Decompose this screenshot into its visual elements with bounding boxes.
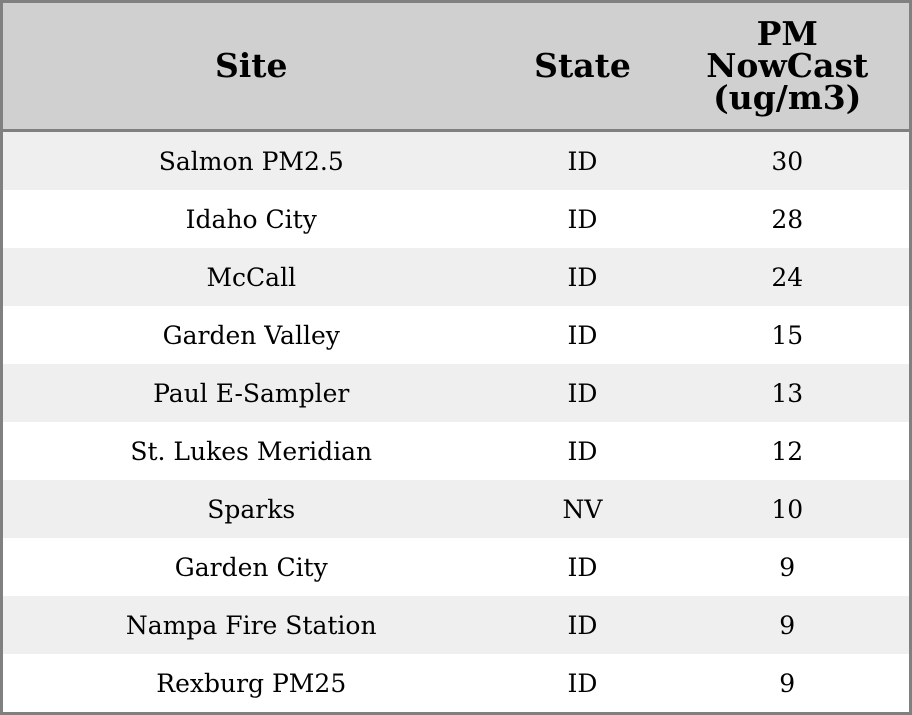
table-row: Paul E-Sampler ID 13 [1,364,911,422]
header-state: State [499,1,666,132]
table-row: McCall ID 24 [1,248,911,306]
cell-state: ID [499,364,666,422]
table-row: Salmon PM2.5 ID 30 [1,130,911,190]
table-row: Sparks NV 10 [1,480,911,538]
cell-site: St. Lukes Meridian [1,422,500,480]
cell-site: McCall [1,248,500,306]
table-row: St. Lukes Meridian ID 12 [1,422,911,480]
table-row: Garden City ID 9 [1,538,911,596]
cell-state: NV [499,480,666,538]
header-row: Site State PM NowCast (ug/m3) [1,1,911,132]
table-row: Garden Valley ID 15 [1,306,911,364]
cell-site: Garden City [1,538,500,596]
cell-state: ID [499,306,666,364]
cell-pm: 13 [665,364,911,422]
cell-pm: 10 [665,480,911,538]
cell-pm: 9 [665,654,911,714]
table-row: Nampa Fire Station ID 9 [1,596,911,654]
cell-state: ID [499,130,666,190]
table-row: Rexburg PM25 ID 9 [1,654,911,714]
cell-pm: 12 [665,422,911,480]
cell-state: ID [499,538,666,596]
cell-pm: 9 [665,538,911,596]
table-row: Idaho City ID 28 [1,190,911,248]
header-pm-line: PM [756,14,818,53]
header-pm: PM NowCast (ug/m3) [665,1,911,132]
cell-state: ID [499,596,666,654]
cell-site: Garden Valley [1,306,500,364]
cell-site: Sparks [1,480,500,538]
header-site: Site [1,1,500,132]
cell-pm: 24 [665,248,911,306]
cell-site: Rexburg PM25 [1,654,500,714]
cell-pm: 28 [665,190,911,248]
header-pm-line: NowCast [706,46,869,85]
cell-pm: 30 [665,130,911,190]
cell-pm: 15 [665,306,911,364]
cell-site: Nampa Fire Station [1,596,500,654]
header-pm-line: (ug/m3) [713,78,862,117]
cell-site: Paul E-Sampler [1,364,500,422]
cell-site: Salmon PM2.5 [1,130,500,190]
cell-site: Idaho City [1,190,500,248]
cell-state: ID [499,422,666,480]
cell-state: ID [499,654,666,714]
cell-state: ID [499,248,666,306]
cell-pm: 9 [665,596,911,654]
cell-state: ID [499,190,666,248]
